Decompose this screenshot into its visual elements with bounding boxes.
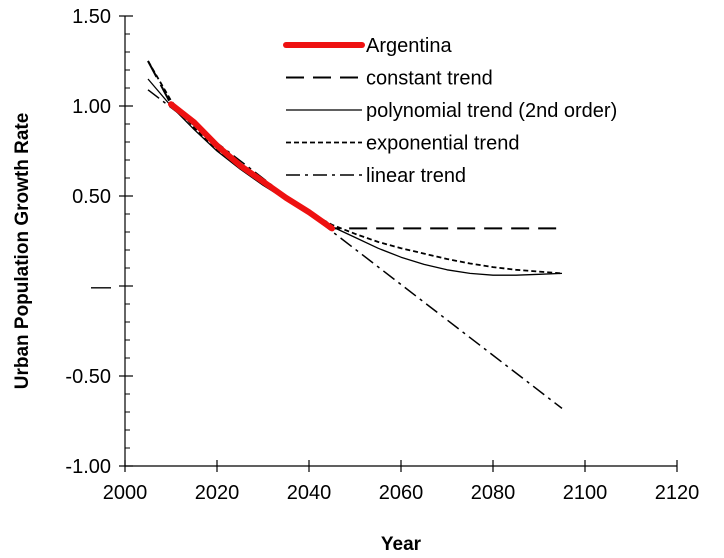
x-axis-title: Year xyxy=(381,534,422,555)
series-layer xyxy=(147,60,563,409)
legend: Argentina constant trend polynomial trend … xyxy=(283,35,617,187)
x-tick-label: 2020 xyxy=(195,482,240,504)
axes: 1.50 1.00 0.50 — -0.50 -1.00 2000 2020 2040 2060 2… xyxy=(65,6,699,504)
legend-label: Argentina xyxy=(366,35,452,57)
legend-label: linear trend xyxy=(366,165,466,187)
y-axis-title: Urban Population Growth Rate xyxy=(12,113,33,390)
y-tick-label: — xyxy=(91,276,111,298)
y-tick-label: 0.50 xyxy=(72,186,111,208)
x-tick-label: 2100 xyxy=(563,482,608,504)
y-tick-label: -1.00 xyxy=(65,456,111,478)
y-tick-label: 1.50 xyxy=(72,6,111,28)
series-line-argentina xyxy=(168,101,335,232)
y-tick-label: -0.50 xyxy=(65,366,111,388)
x-tick-label: 2120 xyxy=(655,482,700,504)
series-line-polynomial-trend-2nd-order xyxy=(147,78,563,276)
x-tick-label: 2040 xyxy=(287,482,332,504)
x-tick-label: 2000 xyxy=(103,482,148,504)
legend-label: exponential trend xyxy=(366,133,519,155)
legend-label: polynomial trend (2nd order) xyxy=(366,100,617,122)
legend-label: constant trend xyxy=(366,68,493,90)
series-line-exponential-trend xyxy=(147,60,563,275)
x-tick-label: 2080 xyxy=(471,482,516,504)
x-tick-label: 2060 xyxy=(379,482,424,504)
y-tick-label: 1.00 xyxy=(72,96,111,118)
